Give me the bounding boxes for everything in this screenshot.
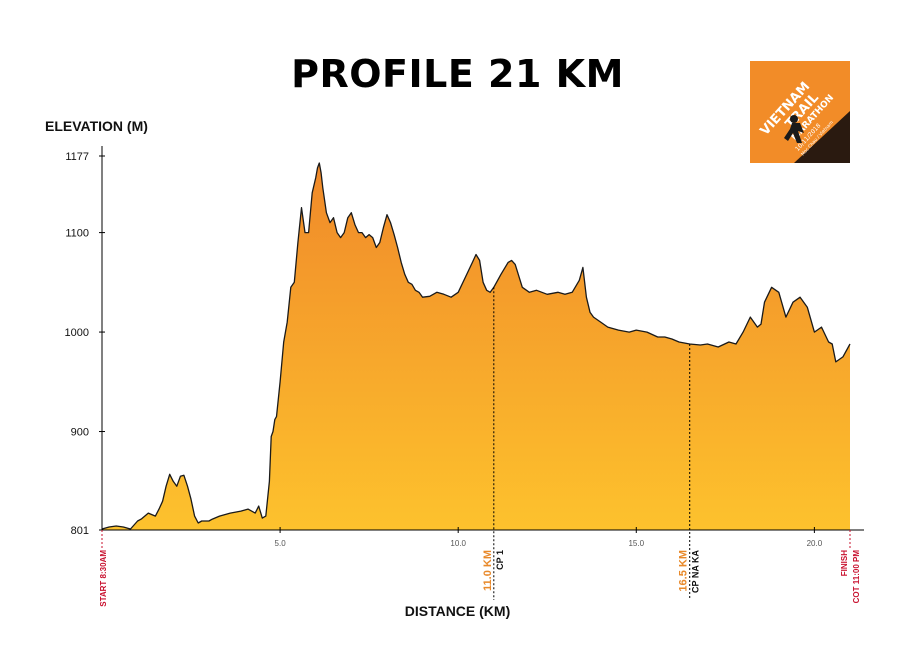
x-tick-label: 20.0 — [807, 539, 823, 548]
elevation-line — [101, 162, 851, 530]
annotation-label: 11.0 KM — [482, 550, 494, 591]
annotation-label: 16.5 KM — [678, 550, 690, 592]
x-tick-label: 15.0 — [628, 539, 644, 548]
x-tick-label: 10.0 — [450, 539, 466, 548]
logo-svg: VIETNAM TRAIL MARATHON 10/11/2018 Moc Ch… — [758, 79, 850, 163]
annotation-label: FINISH — [840, 550, 849, 576]
y-tick-label: 900 — [71, 427, 89, 439]
runner-icon — [784, 115, 804, 143]
y-tick-label: 1000 — [65, 327, 89, 339]
y-tick-label: 1100 — [65, 228, 89, 240]
x-tick-label: 5.0 — [275, 539, 287, 548]
logo-mountain-shape — [794, 111, 850, 163]
elevation-area — [102, 163, 850, 530]
x-axis-label: DISTANCE (KM) — [404, 603, 511, 619]
chart-title: PROFILE 21 KM — [291, 52, 624, 96]
vietnam-trail-marathon-logo: VIETNAM TRAIL MARATHON 10/11/2018 Moc Ch… — [750, 61, 850, 163]
annotation-label: COT 11:00 PM — [852, 550, 861, 604]
annotation-label: CP NA KA — [691, 550, 701, 594]
y-tick-label: 801 — [71, 525, 89, 537]
annotation-label: START 8:30AM — [99, 550, 108, 607]
annotation-label: CP 1 — [495, 550, 505, 570]
y-tick-label: 1177 — [65, 151, 89, 163]
axes: 801 900 1000 1100 1177 5.0 10.0 15.0 20.0 — [65, 146, 864, 548]
checkpoint-markers: START 8:30AM 11.0 KM CP 1 16.5 KM CP NA KA FI… — [99, 287, 861, 607]
y-axis-label: ELEVATION (M) — [45, 118, 148, 134]
plot-area — [101, 162, 851, 530]
